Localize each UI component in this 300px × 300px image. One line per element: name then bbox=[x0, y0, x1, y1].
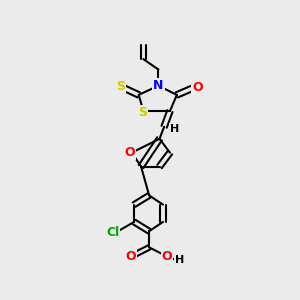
Text: H: H bbox=[175, 255, 184, 265]
Text: N: N bbox=[153, 79, 164, 92]
Text: S: S bbox=[116, 80, 125, 93]
Text: O: O bbox=[126, 250, 136, 262]
Text: O: O bbox=[162, 250, 172, 262]
Text: O: O bbox=[192, 81, 203, 94]
Text: Cl: Cl bbox=[106, 226, 119, 239]
Text: H: H bbox=[170, 124, 179, 134]
Text: S: S bbox=[138, 106, 147, 119]
Text: O: O bbox=[124, 146, 135, 159]
